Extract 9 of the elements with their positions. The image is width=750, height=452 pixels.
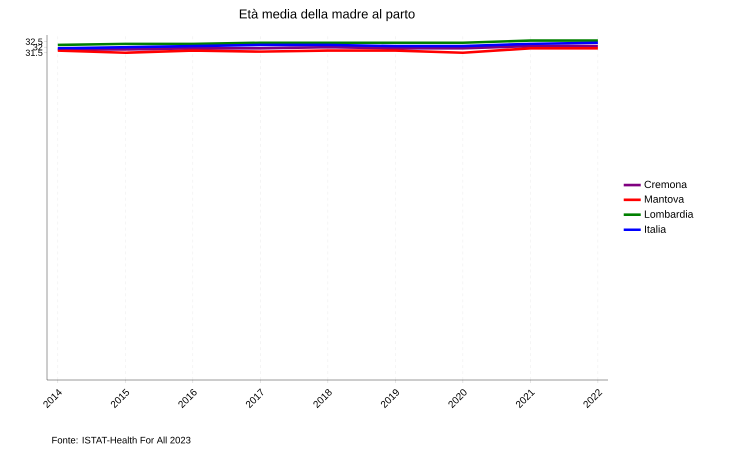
chart-title: Età media della madre al parto	[240, 8, 415, 22]
legend-label: Cremona	[644, 180, 688, 188]
legend-label: Italia	[644, 225, 666, 233]
y-tick-label: 31.5	[26, 50, 42, 56]
legend-label: Lombardia	[644, 210, 694, 218]
y-tick-label: 32.5	[26, 38, 42, 45]
legend-label: Mantova	[644, 195, 684, 203]
y-tick-label: 32	[33, 44, 42, 50]
source-note: Fonte: ISTAT-Health For All 2023	[52, 436, 190, 444]
